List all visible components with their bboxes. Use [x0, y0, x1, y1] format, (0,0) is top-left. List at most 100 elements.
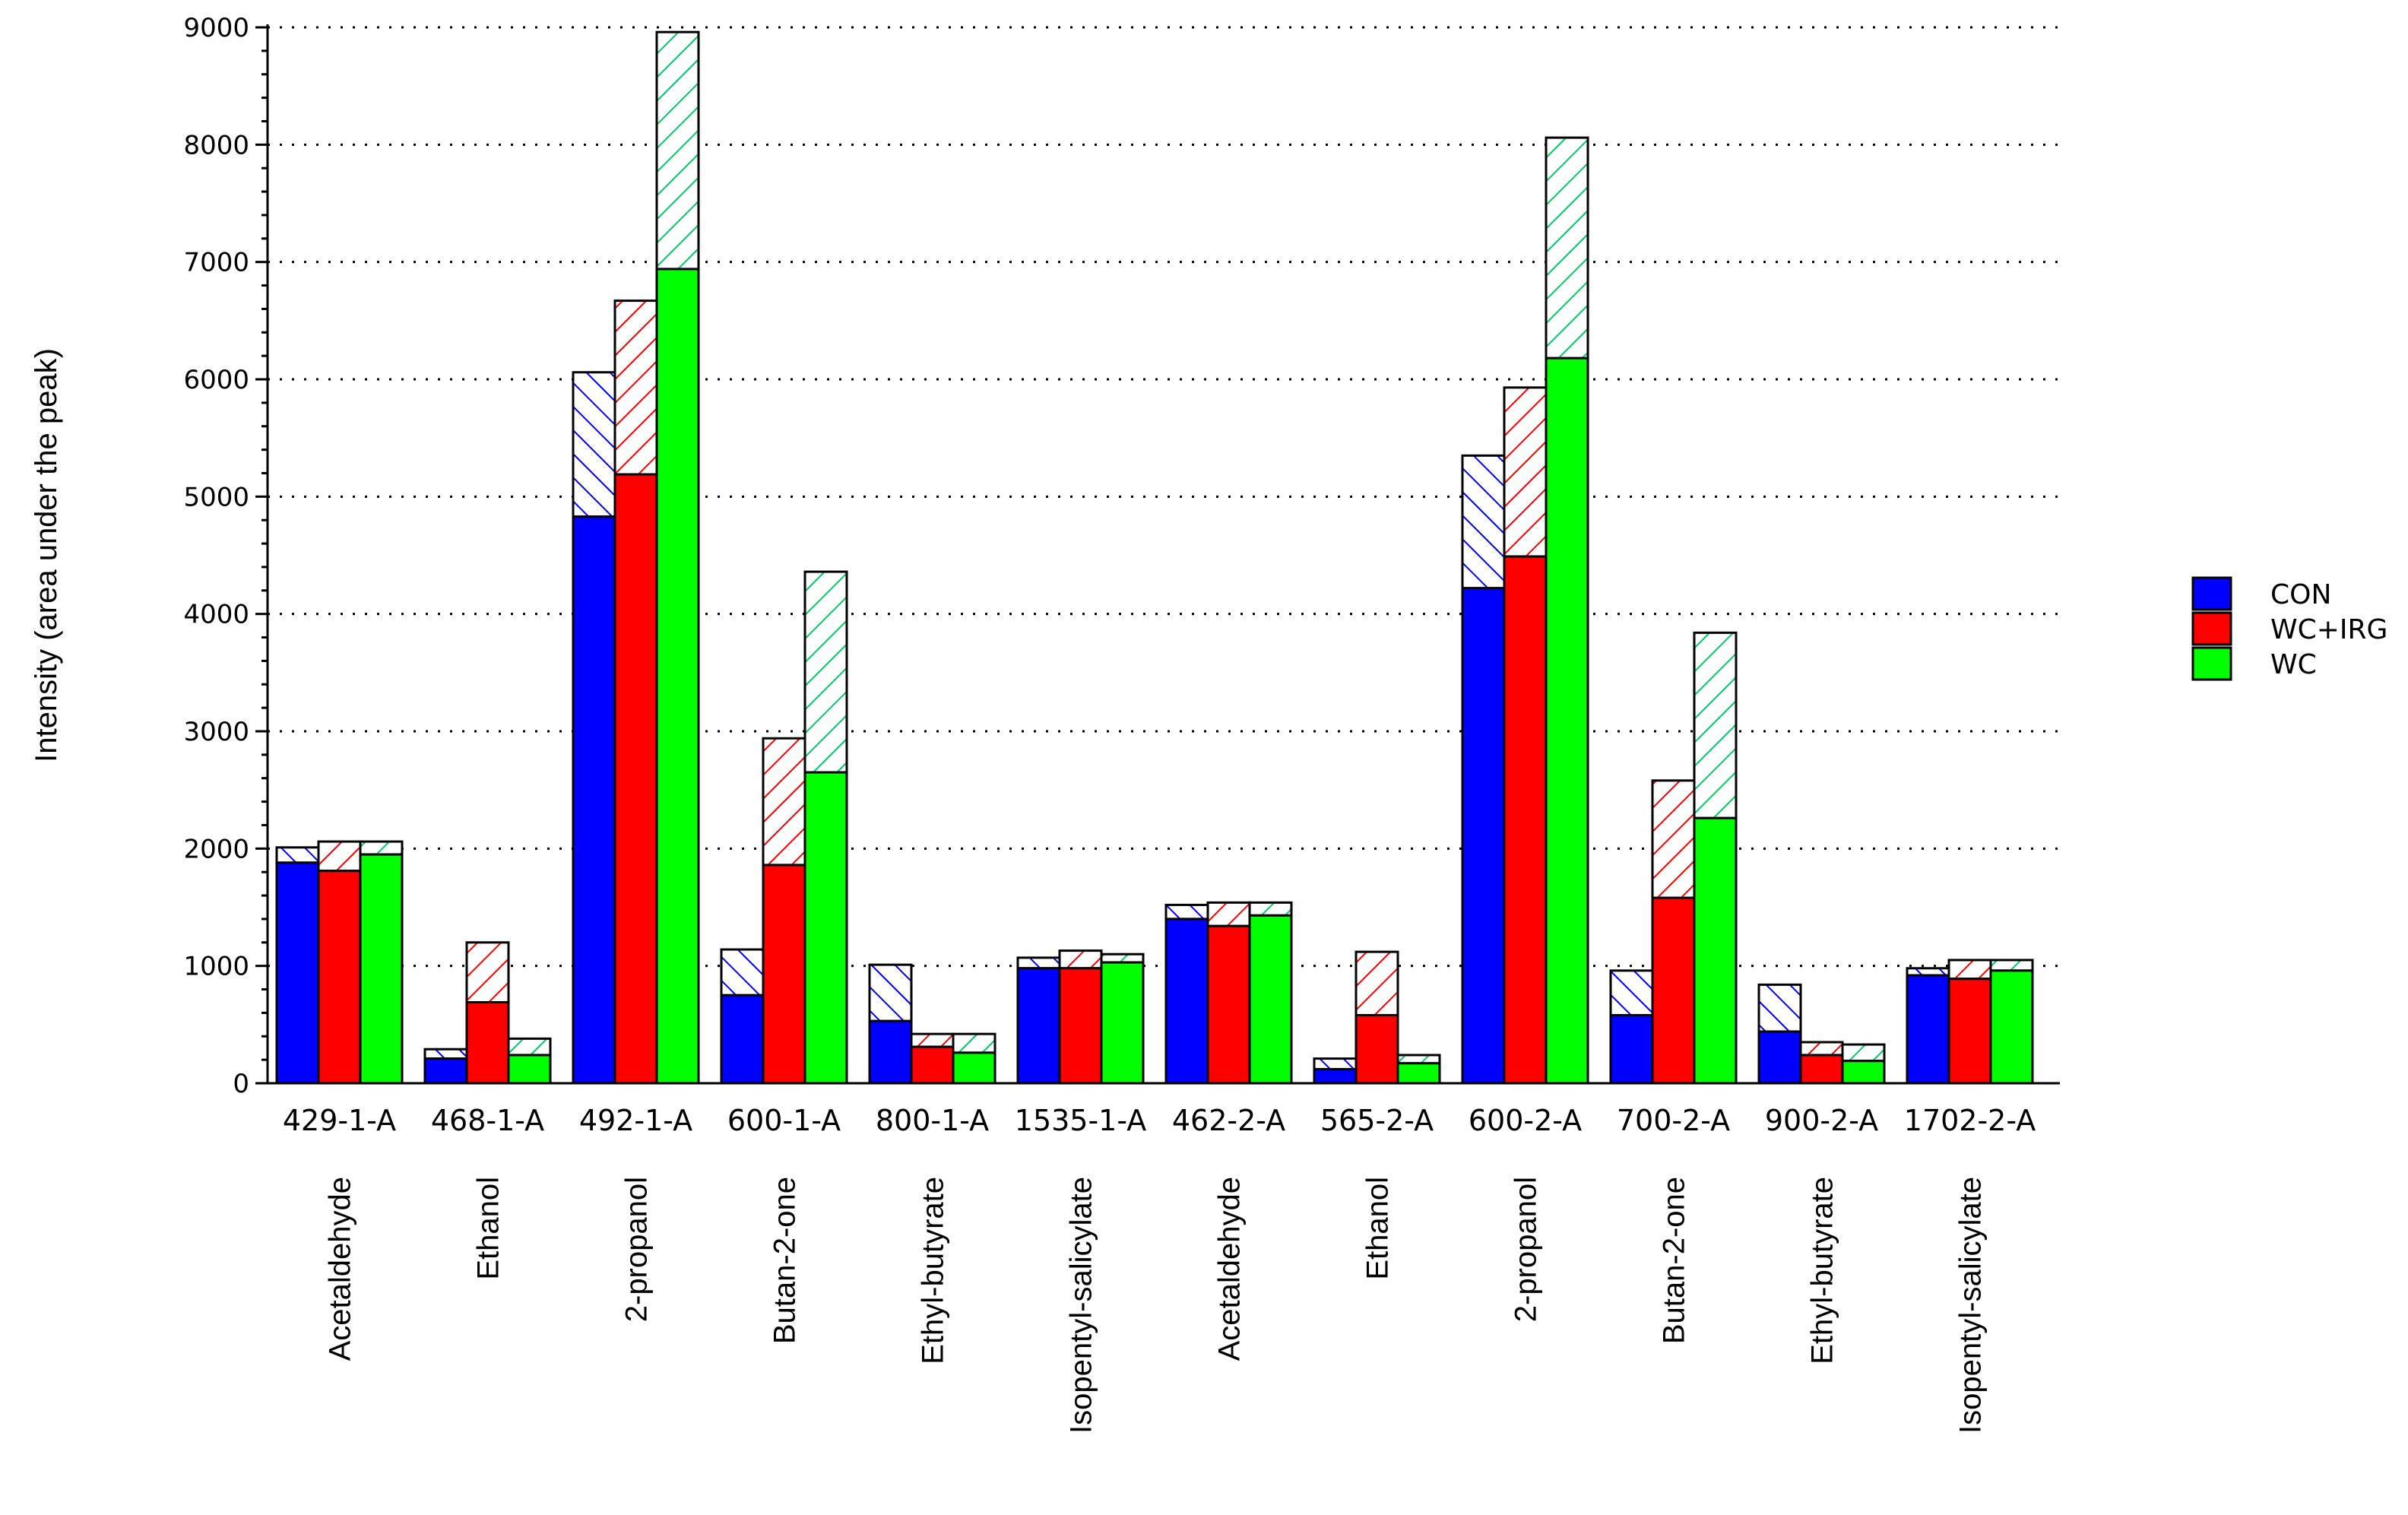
compound-label: Ethanol — [472, 1177, 505, 1280]
bar-con — [1164, 918, 1209, 1085]
legend-label-con: CON — [2270, 579, 2331, 610]
gridlines — [268, 26, 2060, 968]
bar-con — [1461, 587, 1506, 1085]
bar-con — [423, 1057, 468, 1085]
bar-con — [1609, 1013, 1654, 1085]
bar-wc — [1545, 357, 1589, 1085]
y-tick-label: 4000 — [183, 600, 249, 630]
bar-hatched-wc — [952, 1032, 996, 1054]
bar-con — [572, 515, 616, 1085]
y-tick-label: 9000 — [183, 13, 249, 43]
bar-hatched-wc — [1693, 631, 1738, 819]
bar-wc-irg — [910, 1045, 955, 1085]
bar-wc — [803, 771, 848, 1085]
legend-swatch-wc-irg — [2191, 611, 2232, 646]
bar-wc — [359, 853, 404, 1085]
bar-hatched-con — [1164, 903, 1209, 921]
bar-wc-irg — [317, 870, 362, 1085]
compound-label: Isopentyl-salicylate — [1065, 1177, 1098, 1434]
compound-label: Ethyl-butyrate — [1806, 1177, 1839, 1364]
y-tick-label: 1000 — [183, 952, 249, 982]
bar-wc-irg — [1206, 924, 1251, 1085]
x-tick-label: 468-1-A — [431, 1104, 544, 1137]
bar-wc-irg — [762, 864, 806, 1085]
bar-con — [1906, 974, 1950, 1085]
bar-hatched-wc — [1989, 959, 2034, 972]
x-tick-label: 1702-2-A — [1904, 1104, 2036, 1137]
compound-label: 2-propanol — [1510, 1177, 1543, 1322]
bar-hatched-wc — [1100, 952, 1145, 964]
bar-hatched-con — [423, 1048, 468, 1060]
x-tick-label: 700-2-A — [1617, 1104, 1730, 1137]
legend-label-wc: WC — [2270, 649, 2317, 680]
y-tick-label: 0 — [233, 1069, 249, 1099]
bars — [275, 30, 2034, 1085]
bar-hatched-wc-irg — [1947, 959, 1992, 981]
x-tick-label: 462-2-A — [1172, 1104, 1285, 1137]
bar-hatched-con — [1461, 454, 1506, 590]
x-tick-label: 600-2-A — [1469, 1104, 1582, 1137]
compound-label: Acetaldehyde — [324, 1177, 357, 1361]
bar-wc-irg — [1058, 967, 1103, 1085]
bar-wc — [1100, 961, 1145, 1085]
bar-hatched-con — [720, 948, 765, 997]
bar-hatched-con — [1757, 983, 1802, 1033]
bar-wc-irg — [1947, 978, 1992, 1085]
bar-hatched-wc-irg — [317, 840, 362, 873]
bar-hatched-wc-irg — [1503, 386, 1548, 558]
bar-wc-irg — [1503, 555, 1548, 1085]
bar-hatched-wc — [1396, 1054, 1441, 1065]
legend: CON WC+IRG WC — [2191, 576, 2387, 681]
bar-wc — [655, 268, 700, 1085]
bar-wc — [1396, 1062, 1441, 1085]
legend-swatch-con — [2191, 576, 2232, 611]
bar-wc-irg — [613, 473, 658, 1085]
bar-con — [868, 1019, 913, 1085]
x-tick-label: 492-1-A — [579, 1104, 692, 1137]
bar-con — [1016, 967, 1061, 1085]
bar-wc — [1989, 969, 2034, 1085]
x-tick-label: 600-1-A — [727, 1104, 841, 1137]
bar-wc — [1693, 816, 1738, 1085]
y-tick-label: 7000 — [183, 248, 249, 278]
bar-hatched-wc — [1248, 901, 1293, 917]
bar-wc-irg — [1799, 1054, 1844, 1085]
x-tick-label: 565-2-A — [1320, 1104, 1434, 1137]
y-axis-title: Intensity (area under the peak) — [30, 348, 63, 762]
legend-label-wc-irg: WC+IRG — [2270, 614, 2387, 645]
bar-hatched-wc-irg — [613, 300, 658, 476]
y-tick-label: 8000 — [183, 130, 249, 160]
compound-label: 2-propanol — [620, 1177, 654, 1322]
bar-hatched-wc-irg — [910, 1032, 955, 1048]
bar-hatched-con — [275, 846, 320, 864]
bar-hatched-wc-irg — [1799, 1041, 1844, 1057]
x-tick-label: 800-1-A — [876, 1104, 989, 1137]
bar-hatched-wc-irg — [1651, 779, 1696, 899]
y-tick-label: 6000 — [183, 365, 249, 395]
bar-wc-irg — [1354, 1013, 1399, 1085]
labels: Intensity (area under the peak) 429-1-A Ac… — [30, 348, 2036, 1434]
compound-label: Ethanol — [1361, 1177, 1395, 1280]
bar-hatched-con — [868, 963, 913, 1022]
bar-hatched-wc-irg — [1058, 949, 1103, 970]
bar-hatched-wc-irg — [762, 737, 806, 867]
bar-hatched-wc-irg — [1206, 901, 1251, 927]
bar-con — [1313, 1067, 1358, 1085]
bar-hatched-con — [1016, 956, 1061, 970]
x-tick-label: 900-2-A — [1765, 1104, 1878, 1137]
compound-label: Isopentyl-salicylate — [1954, 1177, 1988, 1434]
bar-hatched-wc — [655, 30, 700, 271]
compound-label: Butan-2-one — [768, 1177, 802, 1344]
bar-hatched-con — [572, 371, 616, 518]
bar-wc — [1841, 1060, 1886, 1085]
bar-con — [720, 994, 765, 1085]
bar-wc — [507, 1054, 552, 1085]
bar-hatched-wc-irg — [465, 941, 510, 1004]
bar-con — [1757, 1030, 1802, 1085]
bar-hatched-wc — [1545, 136, 1589, 360]
bar-wc-irg — [465, 1001, 510, 1085]
bar-hatched-wc-irg — [1354, 950, 1399, 1016]
compound-label: Butan-2-one — [1658, 1177, 1691, 1344]
y-tick-label: 5000 — [183, 482, 249, 512]
